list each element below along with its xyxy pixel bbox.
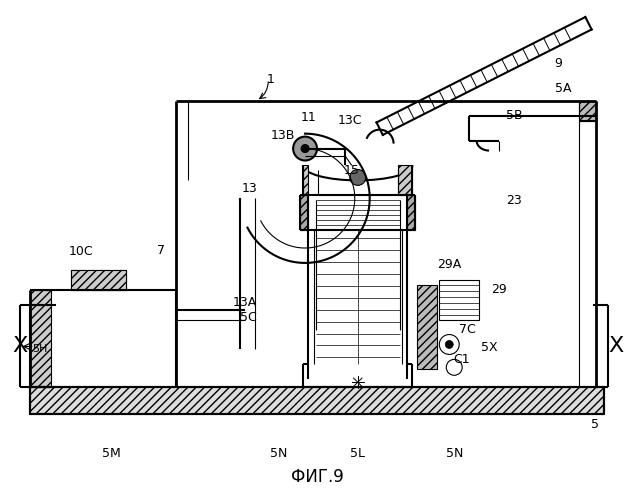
Text: 1: 1 [266, 74, 274, 86]
Text: 15: 15 [344, 164, 359, 177]
Bar [72, 270, 126, 290]
Circle shape [439, 334, 459, 354]
Text: ФИГ.9: ФИГ.9 [290, 468, 344, 485]
Bar [303, 166, 308, 196]
Text: 5N: 5N [446, 448, 463, 460]
Circle shape [445, 340, 453, 348]
Text: 5X: 5X [481, 341, 497, 354]
Text: 11: 11 [300, 111, 316, 124]
Text: 7: 7 [157, 244, 165, 256]
Circle shape [446, 360, 462, 376]
Text: 23: 23 [506, 194, 522, 207]
Text: 5A: 5A [555, 82, 572, 96]
Text: X: X [12, 336, 27, 356]
Circle shape [350, 170, 366, 186]
Text: C1: C1 [453, 353, 470, 366]
Text: 13B: 13B [271, 129, 295, 142]
Text: 5B: 5B [505, 110, 522, 122]
Text: 9: 9 [555, 56, 562, 70]
Text: 29A: 29A [437, 258, 462, 272]
Text: 5L: 5L [350, 448, 365, 460]
Text: 7C: 7C [459, 323, 476, 336]
Circle shape [293, 136, 317, 160]
Text: 5H: 5H [32, 344, 48, 354]
Bar [439, 280, 479, 320]
Text: 5N: 5N [269, 448, 287, 460]
Bar [30, 387, 604, 414]
Text: 5C: 5C [240, 311, 257, 324]
Text: X: X [609, 336, 624, 356]
Text: 13: 13 [242, 182, 257, 195]
Text: 5: 5 [592, 418, 599, 430]
Bar [30, 290, 51, 387]
Bar [300, 196, 308, 230]
Text: 13A: 13A [232, 296, 257, 309]
Circle shape [301, 144, 309, 152]
Text: 5M: 5M [102, 448, 120, 460]
Bar [408, 196, 415, 230]
Bar [398, 166, 413, 196]
Bar [579, 101, 597, 120]
Bar [72, 270, 126, 290]
Text: 13C: 13C [337, 114, 362, 127]
Text: 29: 29 [491, 284, 507, 296]
Bar [417, 285, 437, 370]
Text: 10C: 10C [69, 246, 94, 258]
